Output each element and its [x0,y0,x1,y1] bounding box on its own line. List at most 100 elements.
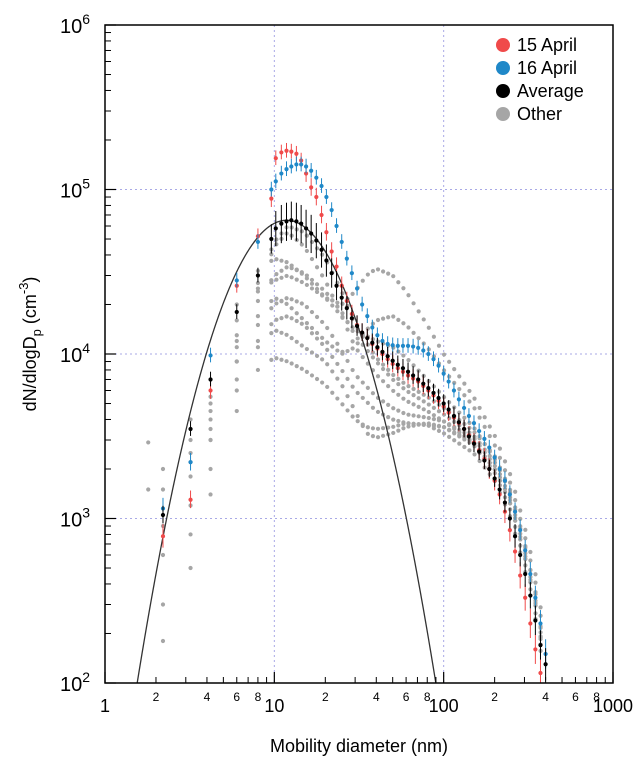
other-point [284,296,289,301]
other-point [360,422,365,427]
other-point [274,237,279,242]
other-point [391,377,396,383]
point-16-april [319,183,324,189]
point-16-april [289,164,294,169]
other-point [314,336,320,341]
point-15-april [324,230,329,235]
point-16-april [273,179,278,184]
other-point [208,426,213,432]
other-point [406,358,411,363]
point-16-april [294,162,299,167]
y-axis-title-unit: (cm [20,294,40,329]
other-point [325,384,330,390]
other-point [279,330,284,335]
other-point [401,386,406,391]
other-point [457,410,462,415]
x-tick-label: 1000 [593,696,633,716]
other-point [492,463,497,469]
point-16-april [400,343,406,349]
other-point [391,314,396,319]
other-point [345,358,350,364]
other-point [234,377,239,382]
other-point [208,401,213,406]
other-point [284,314,289,319]
other-point [360,395,365,401]
other-point [309,325,315,331]
point-16-april [523,548,528,553]
other-point [255,286,261,291]
point-16-april [303,164,309,169]
other-point [234,359,239,364]
point-16-april [390,343,395,348]
other-point [497,446,503,451]
point-average [375,345,380,350]
point-16-april [487,445,492,450]
other-point [350,404,355,409]
other-point [447,359,452,364]
point-15-april [208,388,213,393]
other-point [309,277,315,283]
other-point [492,433,497,439]
point-15-april [523,595,528,600]
other-point [396,408,401,413]
other-point [188,532,193,537]
x-minor-tick-label: 8 [593,690,600,704]
other-point [421,399,426,404]
point-16-april [466,413,472,419]
x-tick-label: 10 [264,696,284,716]
other-point [441,419,447,424]
other-point [370,268,376,274]
other-point [314,246,320,251]
other-point [234,408,239,414]
other-point [467,399,472,404]
other-point [365,272,370,277]
other-point [309,373,315,378]
other-point [365,385,370,390]
other-point [431,417,436,422]
point-16-april [497,466,502,472]
point-16-april [477,428,482,434]
other-point [289,316,294,321]
other-point [426,409,431,415]
other-point [304,233,309,238]
other-point [365,326,370,331]
other-point [274,317,279,322]
other-point [314,330,320,336]
other-point [284,260,289,265]
other-point [325,297,330,302]
other-point [284,359,289,364]
other-point [375,409,381,415]
other-point [274,277,279,282]
other-point [507,501,513,506]
point-16-april [451,388,457,393]
point-15-april [334,264,339,269]
fit-curve [136,219,437,684]
other-point [482,415,487,420]
other-point [452,424,457,430]
other-point [411,392,416,398]
other-point [380,433,386,438]
other-point [284,265,289,270]
other-point [345,327,350,332]
other-point [325,347,330,352]
point-15-april [319,212,324,218]
point-16-april [324,194,329,200]
other-point [330,369,335,374]
x-minor-tick-label: 2 [153,690,160,704]
other-point [411,413,416,418]
other-point [320,335,325,340]
other-point [391,372,396,378]
other-point [255,298,261,304]
other-point [380,316,386,321]
point-16-april [339,239,344,245]
other-point [452,438,457,443]
other-point [269,331,274,336]
other-point [467,438,472,443]
other-point [340,301,345,306]
y-tick-label: 102 [60,669,90,696]
y-axis-title-sup: -3 [16,283,31,295]
point-average [411,373,416,378]
x-minor-tick-label: 4 [373,690,380,704]
other-point [289,266,294,271]
